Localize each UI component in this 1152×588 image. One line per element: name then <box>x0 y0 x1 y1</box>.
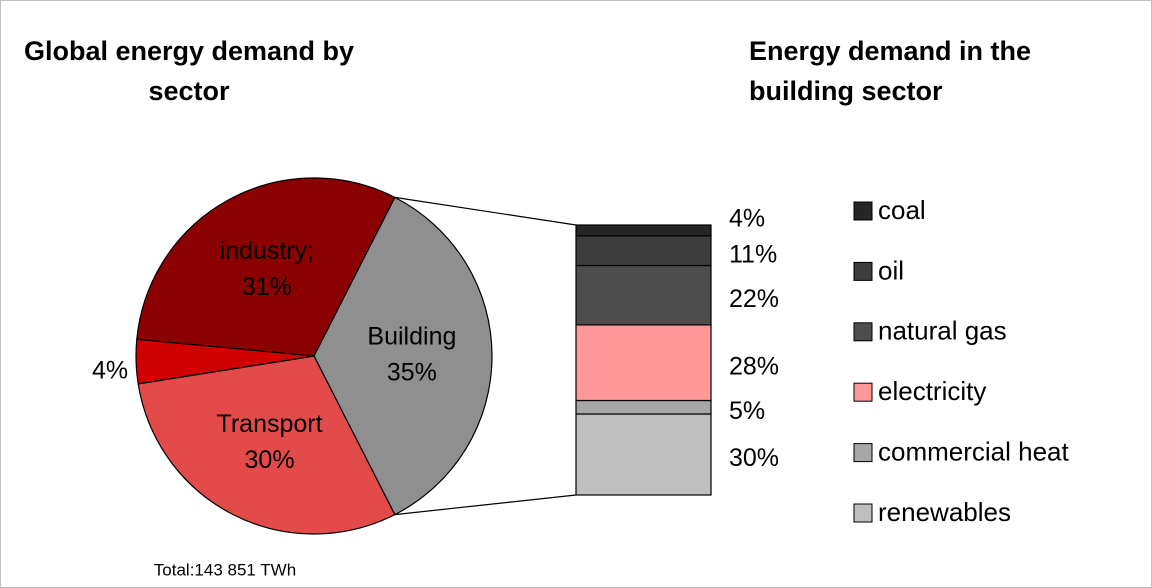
bar-segment <box>575 264 712 326</box>
bar-segment <box>575 399 712 415</box>
segment-value-label: 11% <box>729 240 777 268</box>
slice-value-label: 4% <box>92 356 128 384</box>
pie-slice <box>313 196 493 516</box>
legend-swatch <box>853 261 873 281</box>
segment-value-label: 30% <box>729 444 779 472</box>
connector-line <box>394 196 577 226</box>
pie-title: Global energy demand by sector <box>23 36 355 106</box>
total-annotation: Total:143 851 TWh <box>154 560 296 579</box>
legend-label: natural gas <box>878 316 1007 346</box>
slice-category-label: Building <box>367 323 456 351</box>
legend-label: renewables <box>878 497 1011 527</box>
legend-swatch <box>853 382 873 402</box>
legend-swatch <box>853 322 873 342</box>
bar-segment <box>575 224 712 237</box>
legend-label: coal <box>878 195 926 225</box>
segment-value-label: 4% <box>729 204 765 232</box>
bar-segment <box>575 235 712 267</box>
segment-value-label: 28% <box>729 352 779 380</box>
connector-line <box>394 494 577 516</box>
bar-title: Energy demand in the building sector <box>749 36 1032 106</box>
slice-value-label: 35% <box>387 359 437 387</box>
pie-slice <box>136 177 396 357</box>
slice-category-label: industry; <box>220 237 314 265</box>
legend-swatch <box>853 443 873 463</box>
pie-slice <box>137 355 396 535</box>
bar-segment <box>575 324 712 402</box>
legend-swatch <box>853 503 873 523</box>
segment-value-label: 5% <box>729 397 765 425</box>
legend-label: electricity <box>878 376 986 406</box>
legend-swatch <box>853 201 873 221</box>
slice-category-label: Transport <box>217 410 323 438</box>
bar-segment <box>575 413 712 496</box>
slice-value-label: 30% <box>245 446 295 474</box>
legend-label: oil <box>878 255 904 285</box>
legend-label: commercial heat <box>878 436 1070 466</box>
slice-value-label: 31% <box>242 273 292 301</box>
segment-value-label: 22% <box>729 285 779 313</box>
